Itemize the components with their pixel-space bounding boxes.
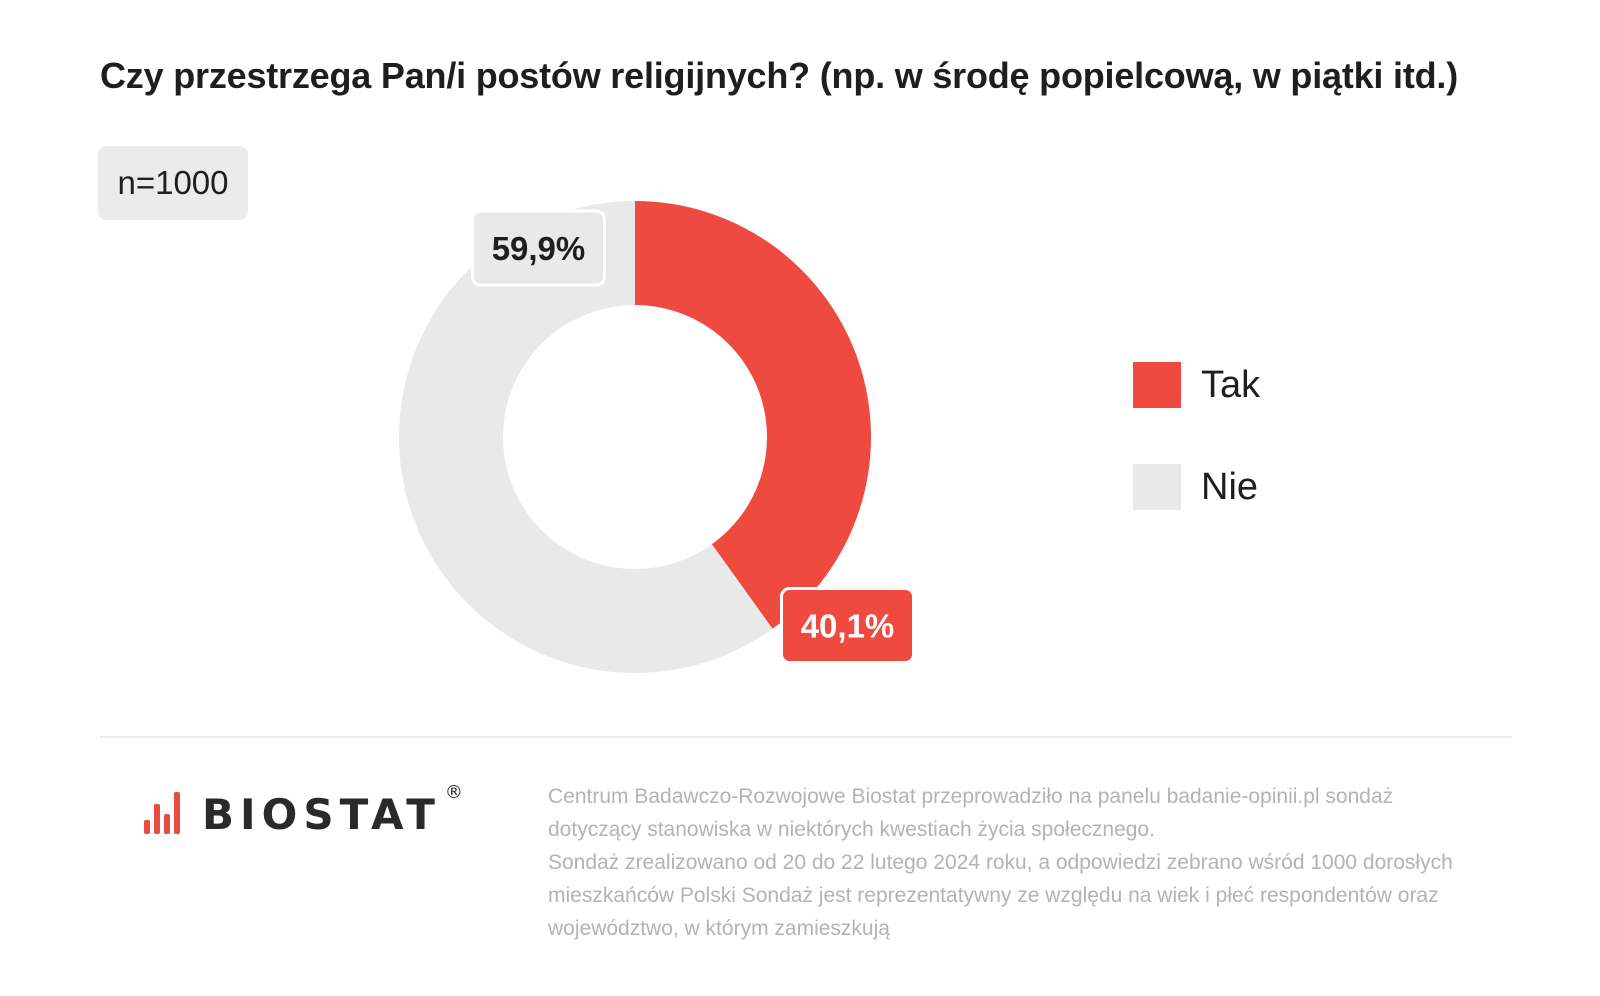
legend-swatch-nie — [1133, 464, 1181, 510]
footnote-line-1: Centrum Badawczo-Rozwojowe Biostat przep… — [548, 785, 1394, 841]
biostat-logo: BIOSTAT ® — [144, 782, 463, 839]
legend-item-nie: Nie — [1133, 463, 1260, 511]
legend-item-tak: Tak — [1133, 361, 1260, 409]
sample-size-badge: n=1000 — [98, 146, 248, 220]
logo-registered-mark: ® — [444, 782, 463, 803]
survey-footnote: Centrum Badawczo-Rozwojowe Biostat przep… — [548, 780, 1488, 945]
legend-swatch-tak — [1133, 362, 1181, 408]
value-label-text-nie: 59,9% — [492, 230, 586, 267]
value-label-box-nie — [470, 209, 606, 287]
logo-text: BIOSTAT — [202, 790, 441, 839]
donut-slice-tak — [635, 201, 871, 629]
value-label-nie: 59,9% — [470, 209, 606, 287]
chart-legend: Tak Nie — [1133, 361, 1260, 565]
footer-divider — [100, 736, 1512, 738]
legend-label-nie: Nie — [1201, 465, 1259, 508]
chart-title: Czy przestrzega Pan/i postów religijnych… — [100, 55, 1459, 96]
value-label-tak: 40,1% — [780, 587, 916, 665]
footnote-line-2: Sondaż zrealizowano od 20 do 22 lutego 2… — [548, 851, 1453, 940]
value-label-text-tak: 40,1% — [801, 608, 895, 645]
logo-bars-icon — [144, 788, 184, 834]
donut-slice-nie — [399, 201, 773, 673]
value-label-box-tak — [780, 587, 916, 665]
legend-label-tak: Tak — [1201, 363, 1261, 406]
